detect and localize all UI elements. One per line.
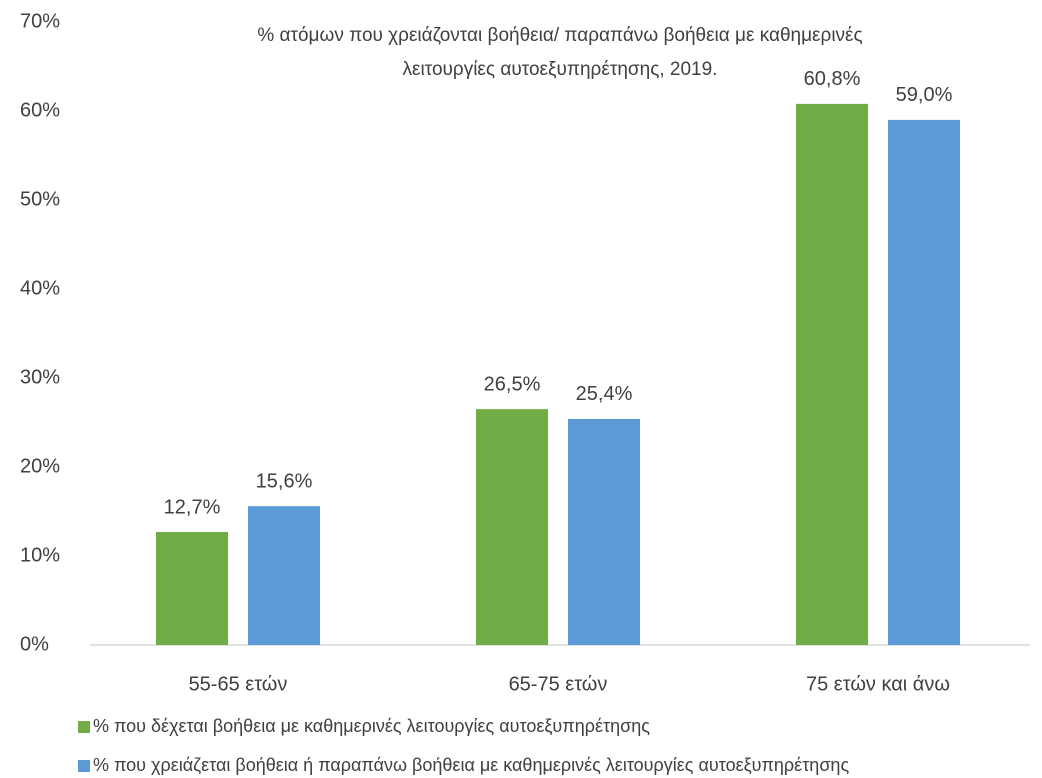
bar xyxy=(888,119,960,645)
bar xyxy=(156,531,228,645)
y-tick-label: 20% xyxy=(20,455,60,477)
legend-swatch xyxy=(78,760,90,772)
data-label: 25,4% xyxy=(576,383,633,405)
y-tick-label: 70% xyxy=(20,10,60,32)
x-tick-label: 55-65 ετών xyxy=(189,673,288,695)
y-tick-label: 30% xyxy=(20,366,60,388)
y-tick-label: 50% xyxy=(20,188,60,210)
bar xyxy=(476,409,548,645)
y-tick-label: 0% xyxy=(20,633,49,655)
y-tick-label: 60% xyxy=(20,99,60,121)
bar xyxy=(568,418,640,645)
legend-label: % που χρειάζεται βοήθεια ή παραπάνω βοήθ… xyxy=(93,755,849,775)
data-label: 60,8% xyxy=(804,68,861,90)
chart-title: λειτουργίες αυτοεξυπηρέτησης, 2019. xyxy=(403,59,718,80)
x-tick-label: 65-75 ετών xyxy=(509,673,608,695)
legend-label: % που δέχεται βοήθεια με καθημερινές λει… xyxy=(93,716,650,736)
data-label: 26,5% xyxy=(484,373,541,395)
data-label: 15,6% xyxy=(256,470,313,492)
y-tick-label: 10% xyxy=(20,544,60,566)
chart-title: % ατόμων που χρειάζονται βοήθεια/ παραπά… xyxy=(257,25,862,46)
legend-swatch xyxy=(78,721,90,733)
x-tick-label: 75 ετών και άνω xyxy=(806,673,950,695)
y-tick-label: 40% xyxy=(20,277,60,299)
bar xyxy=(248,506,320,645)
data-label: 59,0% xyxy=(896,84,953,106)
data-label: 12,7% xyxy=(164,496,221,518)
bar xyxy=(796,103,868,645)
